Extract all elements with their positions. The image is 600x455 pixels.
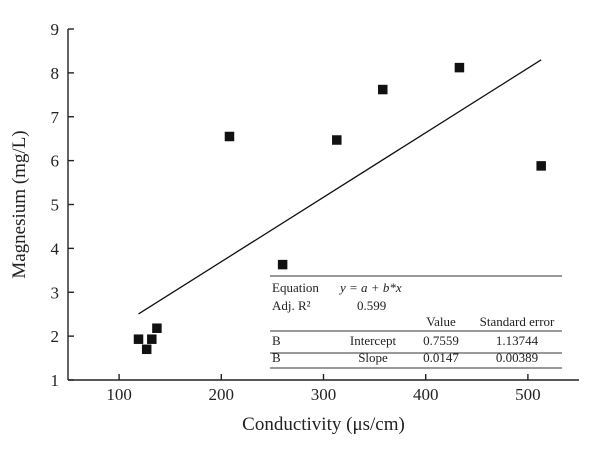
x-axis-title: Conductivity (μs/cm) — [242, 414, 405, 435]
adj-r2-label: Adj. R² — [272, 298, 311, 313]
axes-layer: 100 200 300 400 500 1 2 3 4 5 6 7 8 9 Conductivity (μs… — [9, 20, 579, 435]
table-row-group: B — [272, 350, 281, 365]
table-row-standard-error: 0.00389 — [496, 350, 538, 365]
x-tick-label: 400 — [413, 385, 439, 404]
y-tick-label: 4 — [51, 239, 60, 258]
data-point — [277, 259, 288, 270]
table-header-standard-error: Standard error — [480, 314, 555, 329]
y-tick-label: 2 — [51, 327, 60, 346]
y-tick-label: 7 — [51, 108, 60, 127]
y-tick-label: 8 — [51, 64, 60, 83]
y-tick-label: 9 — [51, 20, 60, 39]
data-point — [141, 344, 152, 355]
y-tick-label: 5 — [51, 196, 60, 215]
points-layer — [133, 62, 546, 355]
data-point — [536, 161, 546, 171]
x-tick-label: 300 — [311, 385, 337, 404]
fit-table: Equation y = a + b*x Adj. R² 0.599 Value Stan… — [270, 275, 562, 369]
table-row-param: Intercept — [350, 333, 397, 348]
equation-value: y = a + b*x — [338, 280, 402, 295]
table-row-value: 0.7559 — [423, 333, 459, 348]
data-point — [454, 62, 465, 73]
data-point — [378, 84, 388, 95]
table-header-value: Value — [426, 314, 456, 329]
data-point — [147, 334, 157, 344]
data-point — [332, 135, 342, 145]
data-point — [133, 334, 144, 344]
data-point — [152, 323, 162, 333]
x-tick-label: 200 — [209, 385, 235, 404]
fit-line — [138, 59, 542, 315]
y-tick-label: 3 — [51, 283, 60, 302]
y-tick-label: 6 — [51, 152, 60, 171]
table-row-group: B — [272, 333, 281, 348]
x-tick-label: 500 — [515, 385, 541, 404]
y-axis-title: Magnesium (mg/L) — [9, 130, 30, 278]
fit-layer — [138, 59, 542, 315]
table-row-value: 0.0147 — [423, 350, 459, 365]
equation-label: Equation — [272, 280, 319, 295]
table-row-param: Slope — [358, 350, 388, 365]
x-tick-label: 100 — [106, 385, 132, 404]
adj-r2-value: 0.599 — [357, 298, 386, 313]
data-point — [224, 131, 235, 142]
y-tick-label: 1 — [51, 371, 60, 390]
table-row-standard-error: 1.13744 — [496, 333, 539, 348]
